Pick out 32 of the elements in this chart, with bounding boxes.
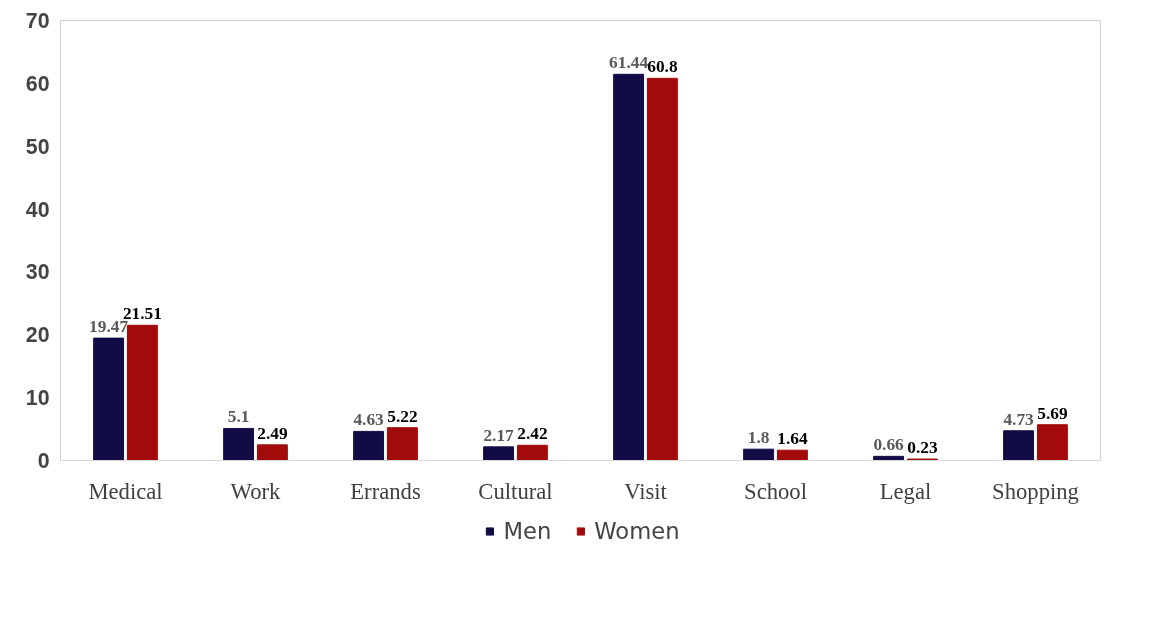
x-tick-label: Cultural	[478, 478, 553, 504]
data-label: 2.42	[517, 424, 548, 444]
x-tick-label: Visit	[624, 478, 668, 504]
data-label: 5.1	[227, 407, 250, 427]
y-tick-label: 50	[25, 134, 50, 159]
x-tick-label: Errands	[350, 478, 421, 504]
data-label: 4.63	[353, 410, 385, 430]
y-tick-label: 40	[25, 197, 50, 222]
data-label: 1.64	[777, 429, 808, 449]
x-tick-label: School	[744, 478, 807, 504]
legend-label: Women	[594, 518, 680, 544]
data-label: 5.22	[387, 406, 418, 426]
data-label: 2.17	[483, 425, 515, 445]
data-label: 61.44	[609, 53, 649, 73]
data-label: 2.49	[257, 423, 288, 443]
data-label: 0.23	[907, 438, 938, 458]
y-tick-label: 10	[25, 386, 50, 411]
y-tick-label: 30	[25, 260, 50, 285]
y-tick-label: 70	[25, 9, 50, 33]
data-label: 60.8	[647, 57, 678, 77]
data-label: 4.73	[1003, 409, 1035, 429]
x-tick-label: Work	[230, 478, 282, 504]
y-tick-label: 0	[37, 449, 50, 473]
y-tick-label: 60	[25, 71, 50, 96]
data-label: 0.66	[873, 435, 905, 455]
data-label: 1.8	[747, 428, 770, 448]
data-label: 5.69	[1037, 403, 1068, 423]
x-tick-label: Medical	[88, 478, 163, 504]
y-tick-label: 20	[25, 323, 50, 348]
x-tick-label: Shopping	[992, 478, 1079, 504]
x-tick-label: Legal	[879, 478, 932, 504]
legend-label: Men	[503, 518, 552, 544]
